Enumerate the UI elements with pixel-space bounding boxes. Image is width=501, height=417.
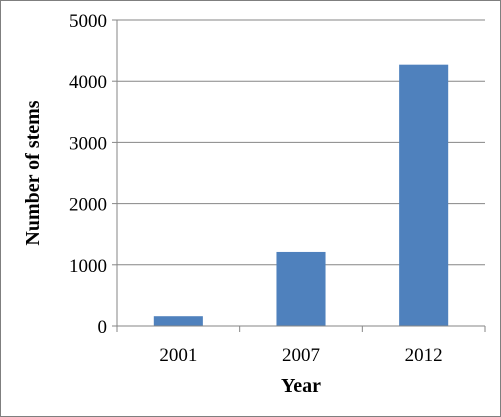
bar-2001 (153, 316, 203, 326)
bars (153, 64, 449, 327)
x-tick-label-2007: 2007 (282, 345, 320, 366)
x-tick-labels: 2001 2007 2012 (159, 345, 442, 366)
y-tick-label: 2000 (69, 195, 107, 216)
y-tick-label: 5000 (69, 11, 107, 32)
y-tick-label: 0 (98, 317, 108, 338)
x-tick-label-2012: 2012 (405, 345, 443, 366)
y-axis-title: Number of stems (22, 100, 44, 245)
axes (112, 19, 486, 332)
x-axis-title: Year (281, 375, 321, 397)
y-tick-label: 1000 (69, 256, 107, 277)
bar-2007 (276, 251, 326, 326)
x-tick-label-2001: 2001 (159, 345, 197, 366)
y-tick-label: 3000 (69, 133, 107, 154)
bar-2012 (399, 64, 449, 327)
y-tick-label: 4000 (69, 72, 107, 93)
y-tick-labels: 0 1000 2000 3000 4000 5000 (69, 11, 107, 338)
